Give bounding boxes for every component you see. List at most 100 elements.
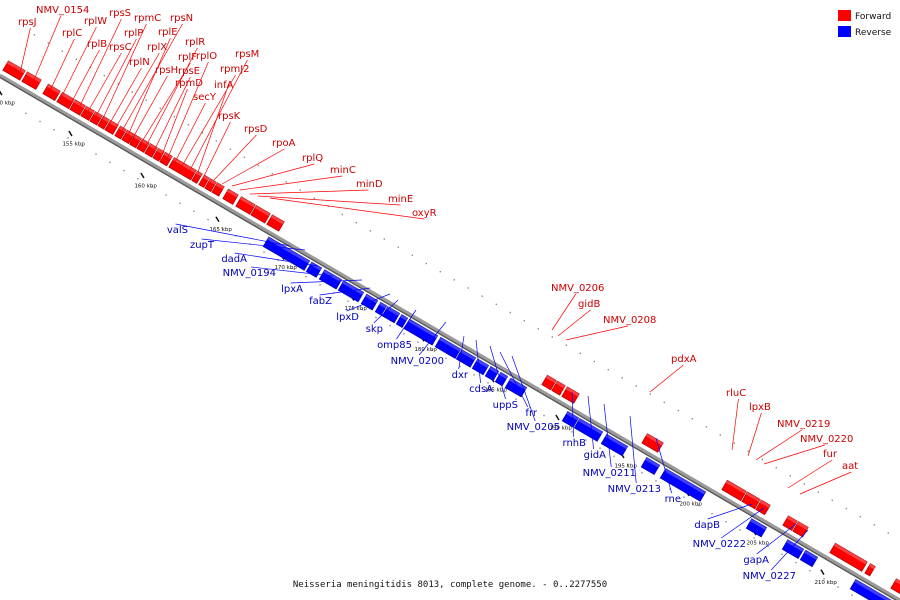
gene-label[interactable]: rplF: [178, 52, 197, 63]
gene-label[interactable]: rplB: [87, 39, 107, 50]
gene-label[interactable]: minE: [388, 194, 413, 205]
gene-forward[interactable]: [266, 214, 285, 232]
gene-label[interactable]: NMV_0205: [507, 422, 560, 433]
gene-label[interactable]: NMV_0208: [603, 315, 656, 326]
gene-label[interactable]: NMV_0206: [551, 283, 604, 294]
gene-label[interactable]: NMV_0200: [391, 356, 444, 367]
gene-label[interactable]: rpoA: [272, 138, 296, 149]
gene-label[interactable]: rplX: [147, 42, 167, 53]
gene-label[interactable]: rpsK: [218, 111, 241, 122]
gene-label[interactable]: NMV_0220: [800, 434, 853, 445]
gene-label[interactable]: rpmD: [175, 78, 203, 89]
gene-forward[interactable]: [121, 129, 135, 145]
gene-label[interactable]: gidB: [578, 299, 600, 310]
gene-forward[interactable]: [541, 374, 557, 391]
gene-label[interactable]: frr: [525, 408, 537, 419]
gene-reverse[interactable]: [745, 518, 768, 538]
gene-forward[interactable]: [890, 578, 900, 596]
gene-label[interactable]: rplQ: [302, 153, 323, 164]
gene-label[interactable]: gapA: [743, 555, 769, 566]
gene-reverse[interactable]: [471, 358, 490, 376]
gene-forward[interactable]: [144, 143, 158, 158]
gene-label[interactable]: lpxD: [336, 312, 359, 323]
gene-forward[interactable]: [191, 170, 203, 184]
gene-label[interactable]: aat: [842, 461, 858, 472]
gene-reverse[interactable]: [434, 336, 462, 359]
gene-label[interactable]: NMV_0213: [608, 484, 661, 495]
gene-label[interactable]: rplR: [185, 37, 205, 48]
gene-label[interactable]: valS: [167, 225, 188, 236]
gene-forward[interactable]: [114, 125, 127, 140]
gene-reverse[interactable]: [318, 269, 343, 290]
gene-forward[interactable]: [561, 386, 580, 404]
gene-forward[interactable]: [159, 151, 173, 167]
gene-forward[interactable]: [782, 515, 798, 531]
gene-label[interactable]: rpsJ: [18, 17, 37, 28]
gene-label[interactable]: rpsH: [155, 65, 178, 76]
gene-label[interactable]: lpxA: [281, 284, 303, 295]
gene-forward[interactable]: [235, 196, 256, 215]
gene-reverse[interactable]: [640, 457, 661, 475]
gene-label[interactable]: fabZ: [309, 296, 332, 307]
gene-label[interactable]: minD: [356, 179, 383, 190]
gene-label[interactable]: rne: [665, 494, 681, 505]
gene-label[interactable]: NMV_0154: [36, 5, 89, 16]
gene-label[interactable]: cdsA: [469, 384, 493, 395]
gene-reverse[interactable]: [395, 314, 409, 328]
gene-forward[interactable]: [792, 521, 809, 538]
gene-label[interactable]: rplE: [158, 27, 178, 38]
gene-forward[interactable]: [551, 380, 566, 396]
gene-label[interactable]: zupT: [190, 240, 215, 251]
gene-label[interactable]: rplO: [196, 51, 217, 62]
gene-forward[interactable]: [69, 99, 86, 116]
gene-label[interactable]: rpsS: [109, 8, 131, 19]
gene-reverse[interactable]: [799, 549, 819, 568]
gene-label[interactable]: dadA: [221, 254, 247, 265]
gene-forward[interactable]: [89, 111, 103, 126]
gene-label[interactable]: infA: [214, 80, 234, 91]
gene-forward[interactable]: [864, 563, 876, 577]
gene-label[interactable]: rluC: [726, 388, 746, 399]
gene-forward[interactable]: [250, 205, 271, 224]
gene-label[interactable]: omp85: [377, 340, 412, 351]
gene-forward[interactable]: [104, 119, 119, 135]
gene-label[interactable]: rplW: [84, 16, 107, 27]
gene-forward[interactable]: [80, 105, 95, 121]
gene-forward[interactable]: [129, 134, 142, 149]
gene-label[interactable]: gidA: [584, 450, 606, 461]
gene-label[interactable]: rpsN: [170, 13, 193, 24]
gene-forward[interactable]: [42, 83, 61, 101]
gene-label[interactable]: pdxA: [671, 354, 697, 365]
gene-label[interactable]: NMV_0219: [777, 419, 830, 430]
gene-label[interactable]: uppS: [493, 400, 518, 411]
gene-label[interactable]: secY: [193, 92, 217, 103]
gene-label[interactable]: NMV_0211: [583, 468, 636, 479]
gene-label[interactable]: lpxB: [749, 402, 771, 413]
gene-label[interactable]: fur: [823, 449, 838, 460]
gene-label[interactable]: NMV_0222: [693, 539, 746, 550]
gene-label[interactable]: rpmC: [134, 13, 161, 24]
gene-label[interactable]: rpsM: [235, 49, 259, 60]
gene-forward[interactable]: [721, 479, 747, 502]
gene-reverse[interactable]: [781, 539, 805, 559]
gene-label[interactable]: rpmJ2: [220, 64, 250, 75]
gene-reverse[interactable]: [573, 417, 604, 442]
gene-forward[interactable]: [204, 178, 217, 192]
gene-label[interactable]: rpsE: [178, 66, 200, 77]
gene-forward[interactable]: [222, 188, 239, 205]
gene-reverse[interactable]: [337, 280, 365, 303]
gene-label[interactable]: dxr: [452, 370, 469, 381]
gene-reverse[interactable]: [484, 366, 500, 382]
gene-label[interactable]: rnhB: [563, 438, 587, 449]
gene-forward[interactable]: [21, 71, 42, 90]
gene-label[interactable]: skp: [366, 324, 383, 335]
gene-label[interactable]: rplC: [62, 28, 82, 39]
gene-label[interactable]: rpsC: [109, 42, 132, 53]
gene-label[interactable]: dapB: [694, 520, 720, 531]
gene-label[interactable]: oxyR: [412, 208, 437, 219]
gene-reverse[interactable]: [494, 371, 509, 387]
gene-forward[interactable]: [198, 174, 210, 188]
gene-label[interactable]: minC: [330, 165, 356, 176]
gene-label[interactable]: rplP: [124, 28, 143, 39]
gene-label[interactable]: NMV_0227: [743, 571, 796, 582]
